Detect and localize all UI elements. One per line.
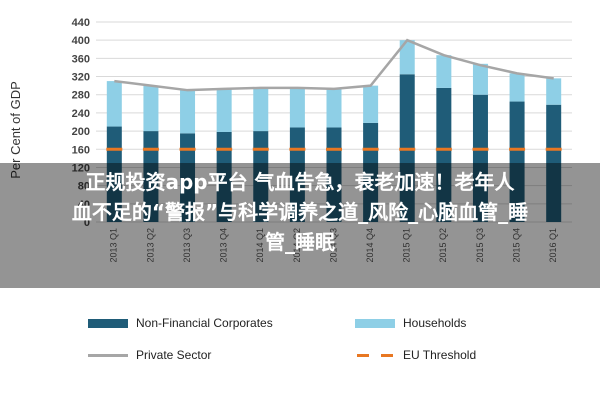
y-axis-label: Per Cent of GDP — [8, 81, 23, 179]
bar-non-financial-corporates — [289, 127, 305, 222]
x-tick-label: 2013 Q4 — [219, 228, 229, 263]
bar-non-financial-corporates — [143, 131, 159, 222]
legend-swatch-eu — [355, 351, 395, 360]
x-tick-label: 2015 Q4 — [511, 228, 521, 263]
legend-label-households: Households — [403, 316, 467, 330]
overlay-banner: 正规投资app平台 气血告急，衰老加速！老年人 血不足的“警报”与科学调养之道_… — [0, 163, 600, 288]
bar-households — [363, 85, 379, 123]
bar-households — [253, 87, 269, 132]
y-tick-label: 0 — [84, 217, 90, 229]
y-tick-label: 240 — [72, 108, 90, 120]
x-tick-label: 2015 Q2 — [438, 228, 448, 263]
legend-label-nfc: Non-Financial Corporates — [136, 316, 273, 330]
legend-item-eu: EU Threshold — [355, 346, 476, 364]
legend: Non-Financial Corporates Households Priv… — [0, 300, 600, 400]
x-tick-label: 2014 Q4 — [365, 228, 375, 263]
legend-label-private: Private Sector — [136, 348, 212, 362]
x-tick-label: 2014 Q3 — [328, 228, 338, 263]
y-tick-label: 120 — [72, 162, 90, 174]
x-tick-label: 2013 Q2 — [145, 228, 155, 263]
bar-households — [399, 40, 415, 75]
x-tick-label: 2015 Q1 — [402, 228, 412, 263]
chart: 0 40 80 120 160 200 240 280 320 360 400 440 2013 Q1… — [8, 17, 572, 263]
overlay-line-3: 管_睡眠 — [265, 230, 335, 254]
bar-households — [436, 55, 452, 88]
bar-non-financial-corporates — [253, 131, 269, 222]
overlay-line-2: 血不足的“警报”与科学调养之道_风险_心脑血管_睡 — [71, 200, 529, 224]
y-tick-label: 360 — [72, 53, 90, 65]
bar-non-financial-corporates — [216, 132, 232, 222]
y-tick-label: 80 — [78, 181, 90, 193]
bar-non-financial-corporates — [436, 87, 452, 222]
bar-households — [509, 73, 525, 102]
x-tick-label: 2014 Q2 — [292, 228, 302, 263]
bar-non-financial-corporates — [180, 133, 196, 222]
y-tick-labels: 0 40 80 120 160 200 240 280 320 360 400 440 — [72, 17, 90, 229]
bar-non-financial-corporates — [363, 122, 379, 222]
legend-swatch-private — [88, 353, 128, 357]
y-tick-label: 200 — [72, 126, 90, 138]
bar-households — [106, 81, 122, 127]
bar-non-financial-corporates — [472, 94, 488, 222]
x-tick-label: 2013 Q1 — [109, 228, 119, 263]
overlay-line-1: 正规投资app平台 气血告急，衰老加速！老年人 — [85, 170, 515, 194]
bar-households — [289, 87, 305, 128]
legend-item-nfc: Non-Financial Corporates — [88, 314, 273, 332]
y-tick-label: 280 — [72, 90, 90, 102]
bar-non-financial-corporates — [326, 127, 342, 222]
legend-swatch-nfc — [88, 318, 128, 328]
bar-households — [180, 90, 196, 134]
y-tick-label: 160 — [72, 144, 90, 156]
bar-households — [216, 88, 232, 132]
x-tick-label: 2015 Q3 — [475, 228, 485, 263]
bar-households — [546, 78, 562, 105]
bar-households — [143, 85, 159, 132]
x-tick-label: 2014 Q1 — [255, 228, 265, 263]
y-tick-label: 40 — [78, 199, 90, 211]
legend-item-households: Households — [355, 314, 466, 332]
bar-households — [472, 63, 488, 95]
legend-swatch-households — [355, 318, 395, 328]
y-tick-label: 400 — [72, 35, 90, 47]
y-tick-label: 440 — [72, 17, 90, 29]
bar-non-financial-corporates — [509, 101, 525, 222]
x-tick-label: 2013 Q3 — [182, 228, 192, 263]
y-tick-label: 320 — [72, 72, 90, 84]
x-tick-labels: 2013 Q1 2013 Q2 2013 Q3 2013 Q4 2014 Q1 2014 … — [109, 228, 558, 263]
bar-non-financial-corporates — [546, 104, 562, 222]
bar-households — [326, 88, 342, 128]
legend-label-eu: EU Threshold — [403, 348, 477, 362]
x-tick-label: 2016 Q1 — [548, 228, 558, 263]
line-private-sector — [114, 38, 554, 92]
lines — [106, 38, 562, 151]
legend-item-private: Private Sector — [88, 346, 211, 364]
